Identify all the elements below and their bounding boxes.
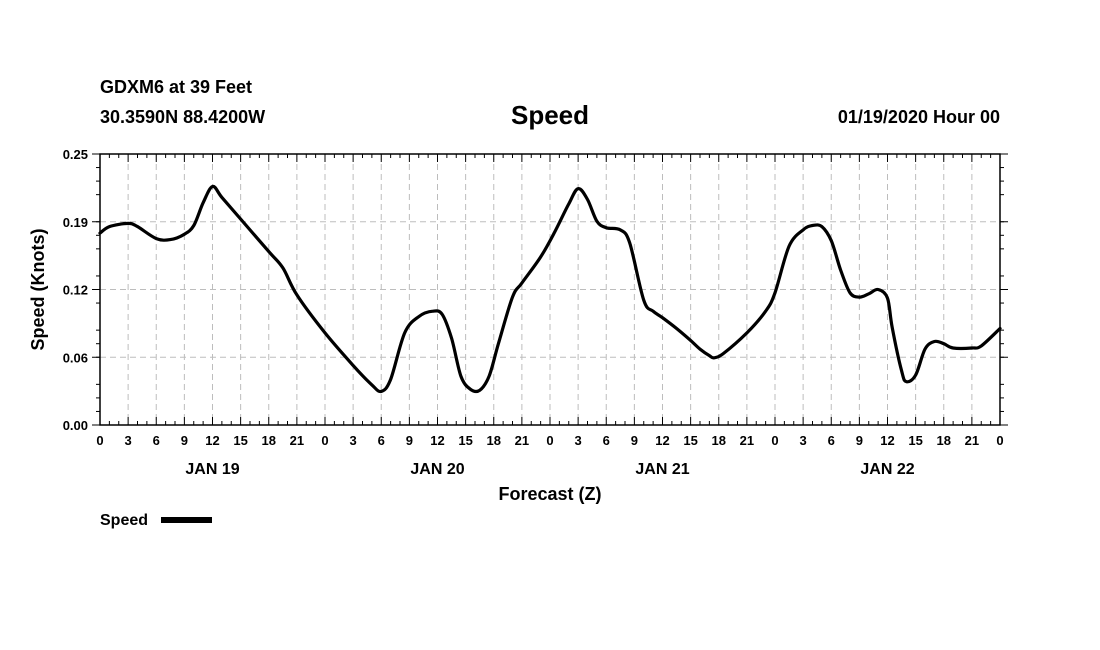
x-tick-label: 9 <box>856 433 863 448</box>
station-name: GDXM6 at 39 Feet <box>100 77 253 97</box>
x-tick-label: 15 <box>683 433 697 448</box>
x-tick-label: 3 <box>125 433 132 448</box>
x-tick-label: 18 <box>262 433 276 448</box>
day-label: JAN 21 <box>635 461 689 478</box>
x-tick-label: 15 <box>458 433 472 448</box>
x-tick-label: 12 <box>655 433 669 448</box>
day-label: JAN 22 <box>860 461 914 478</box>
x-tick-label: 18 <box>712 433 726 448</box>
x-tick-label: 21 <box>740 433 754 448</box>
day-label: JAN 20 <box>410 461 464 478</box>
x-tick-label: 21 <box>515 433 529 448</box>
x-tick-label: 6 <box>153 433 160 448</box>
y-tick-label: 0.19 <box>63 215 88 230</box>
x-tick-label: 6 <box>828 433 835 448</box>
x-tick-label: 12 <box>205 433 219 448</box>
x-tick-label: 0 <box>996 433 1003 448</box>
x-tick-label: 0 <box>96 433 103 448</box>
station-coordinates: 30.3590N 88.4200W <box>100 107 266 127</box>
x-tick-label: 15 <box>908 433 922 448</box>
y-tick-label: 0.06 <box>63 350 88 365</box>
x-tick-label: 3 <box>575 433 582 448</box>
x-tick-label: 21 <box>965 433 979 448</box>
y-tick-label: 0.00 <box>63 418 88 433</box>
y-tick-label: 0.25 <box>63 147 88 162</box>
x-tick-label: 21 <box>290 433 304 448</box>
x-tick-label: 18 <box>487 433 501 448</box>
x-tick-label: 15 <box>233 433 247 448</box>
chart-title: Speed <box>510 100 590 130</box>
legend: Speed <box>100 512 212 529</box>
x-tick-label: 9 <box>406 433 413 448</box>
x-tick-label: 0 <box>771 433 778 448</box>
x-tick-label: 6 <box>603 433 610 448</box>
legend-label: Speed <box>100 512 148 529</box>
x-tick-label: 3 <box>350 433 357 448</box>
x-tick-label: 12 <box>430 433 444 448</box>
x-tick-label: 0 <box>321 433 328 448</box>
forecast-run-time: 01/19/2020 Hour 00 <box>837 107 1000 127</box>
y-axis-title: Speed (Knots) <box>28 228 48 350</box>
x-tick-label: 0 <box>546 433 553 448</box>
axis-labels: 0 3 6 9 12 15 18 21 0 3 6 9 12 15 18 21 0 3 6 9 12 15 18 21 0 3 6 9… <box>63 147 1004 478</box>
y-tick-label: 0.12 <box>63 283 88 298</box>
x-tick-label: 12 <box>880 433 894 448</box>
axis-ticks <box>92 153 1008 426</box>
x-tick-label: 6 <box>378 433 385 448</box>
x-tick-label: 9 <box>181 433 188 448</box>
x-axis-title: Forecast (Z) <box>498 484 601 504</box>
x-tick-label: 9 <box>631 433 638 448</box>
x-tick-label: 3 <box>800 433 807 448</box>
x-tick-label: 18 <box>937 433 951 448</box>
grid-lines <box>100 154 1000 425</box>
speed-series-line <box>98 184 1002 394</box>
day-label: JAN 19 <box>185 461 239 478</box>
